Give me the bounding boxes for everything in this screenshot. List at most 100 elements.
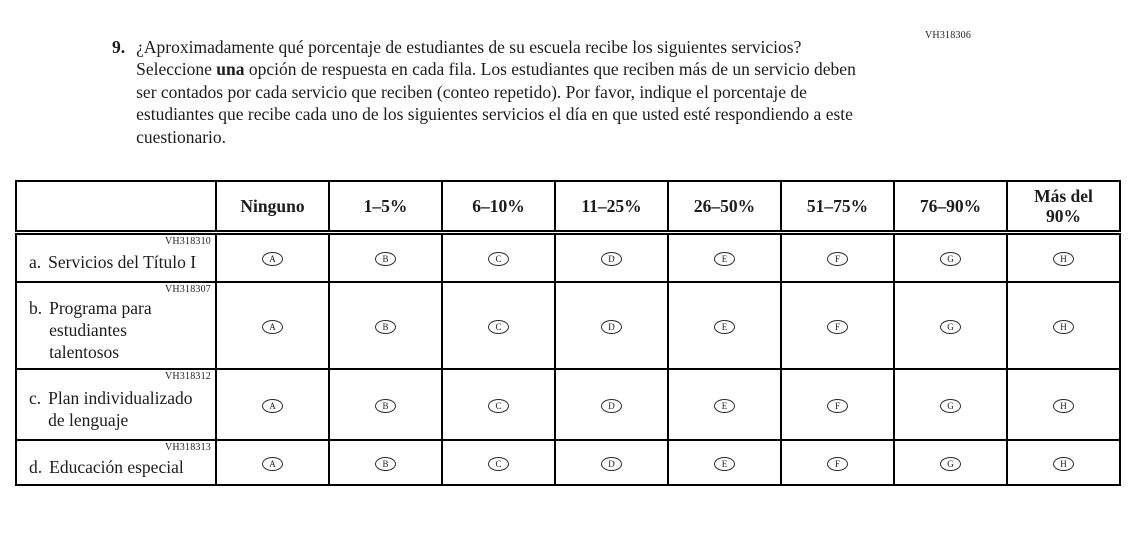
option-cell: A bbox=[215, 281, 330, 370]
option-cell: C bbox=[441, 368, 556, 441]
option-bubble-f[interactable]: F bbox=[827, 457, 848, 471]
option-cell: E bbox=[667, 231, 782, 283]
option-cell: A bbox=[215, 231, 330, 283]
row-label-cell: VH318307 b. Programa para estudiantes ta… bbox=[15, 281, 217, 370]
option-cell: B bbox=[328, 231, 443, 283]
option-bubble-e[interactable]: E bbox=[714, 399, 735, 413]
option-bubble-c[interactable]: C bbox=[488, 457, 509, 471]
row-code: VH318312 bbox=[164, 371, 211, 382]
option-bubble-f[interactable]: F bbox=[827, 399, 848, 413]
column-header-51-75: 51–75% bbox=[780, 180, 895, 235]
row-label: a. Servicios del Título I bbox=[29, 251, 209, 273]
column-header-ninguno: Ninguno bbox=[215, 180, 330, 235]
item-letter: b. bbox=[29, 297, 43, 318]
option-cell: H bbox=[1006, 231, 1121, 283]
page-code: VH318306 bbox=[925, 30, 972, 41]
header-row: Ninguno 1–5% 6–10% 11–25% 26–50% 51–75% … bbox=[15, 180, 1121, 235]
option-bubble-b[interactable]: B bbox=[375, 399, 396, 413]
option-bubble-g[interactable]: G bbox=[940, 320, 961, 334]
option-cell: G bbox=[893, 281, 1008, 370]
corner-cell bbox=[15, 180, 217, 235]
option-bubble-a[interactable]: A bbox=[262, 399, 283, 413]
table-row-b: VH318307 b. Programa para estudiantes ta… bbox=[15, 281, 1121, 370]
option-cell: C bbox=[441, 439, 556, 486]
option-cell: B bbox=[328, 368, 443, 441]
option-bubble-h[interactable]: H bbox=[1053, 320, 1074, 334]
option-bubble-d[interactable]: D bbox=[601, 320, 622, 334]
column-header-1-5: 1–5% bbox=[328, 180, 443, 235]
option-bubble-g[interactable]: G bbox=[940, 399, 961, 413]
item-letter: c. bbox=[29, 387, 42, 408]
option-bubble-c[interactable]: C bbox=[488, 320, 509, 334]
option-bubble-h[interactable]: H bbox=[1053, 457, 1074, 471]
option-bubble-g[interactable]: G bbox=[940, 252, 961, 267]
item-label: Programa para estudiantes talentosos bbox=[49, 297, 152, 362]
option-bubble-f[interactable]: F bbox=[827, 252, 848, 267]
option-bubble-d[interactable]: D bbox=[601, 457, 622, 471]
option-cell: C bbox=[441, 281, 556, 370]
option-bubble-e[interactable]: E bbox=[714, 252, 735, 267]
option-cell: B bbox=[328, 439, 443, 486]
option-cell: G bbox=[893, 439, 1008, 486]
column-header-6-10: 6–10% bbox=[441, 180, 556, 235]
option-cell: F bbox=[780, 368, 895, 441]
option-cell: A bbox=[215, 439, 330, 486]
row-label-cell: VH318313 d. Educación especial bbox=[15, 439, 217, 486]
option-bubble-a[interactable]: A bbox=[262, 457, 283, 471]
option-cell: H bbox=[1006, 368, 1121, 441]
option-bubble-b[interactable]: B bbox=[375, 320, 396, 334]
option-cell: F bbox=[780, 439, 895, 486]
table-row-d: VH318313 d. Educación especial A B C D E… bbox=[15, 439, 1121, 486]
item-letter: d. bbox=[29, 456, 43, 477]
option-bubble-f[interactable]: F bbox=[827, 320, 848, 334]
column-header-76-90: 76–90% bbox=[893, 180, 1008, 235]
row-label: b. Programa para estudiantes talentosos bbox=[29, 297, 209, 363]
option-bubble-e[interactable]: E bbox=[714, 320, 735, 334]
option-cell: F bbox=[780, 231, 895, 283]
option-bubble-b[interactable]: B bbox=[375, 457, 396, 471]
row-code: VH318313 bbox=[164, 442, 211, 453]
option-cell: F bbox=[780, 281, 895, 370]
row-label: c. Plan individualizado de lenguaje bbox=[29, 387, 209, 431]
option-cell: H bbox=[1006, 281, 1121, 370]
row-label-cell: VH318312 c. Plan individualizado de leng… bbox=[15, 368, 217, 441]
option-bubble-a[interactable]: A bbox=[262, 320, 283, 334]
item-label: Educación especial bbox=[49, 456, 184, 477]
row-label: d. Educación especial bbox=[29, 456, 209, 478]
row-code: VH318310 bbox=[164, 235, 211, 247]
option-bubble-d[interactable]: D bbox=[601, 399, 622, 413]
item-letter: a. bbox=[29, 251, 42, 272]
row-label-cell: VH318310 a. Servicios del Título I bbox=[15, 231, 217, 283]
option-bubble-h[interactable]: H bbox=[1053, 252, 1074, 267]
option-bubble-c[interactable]: C bbox=[488, 399, 509, 413]
option-cell: G bbox=[893, 368, 1008, 441]
question-text-end: opción de respuesta en cada fila. Los es… bbox=[136, 59, 856, 147]
column-header-26-50: 26–50% bbox=[667, 180, 782, 235]
option-cell: E bbox=[667, 368, 782, 441]
option-cell: D bbox=[554, 368, 669, 441]
option-cell: C bbox=[441, 231, 556, 283]
row-code: VH318307 bbox=[164, 284, 211, 295]
option-bubble-c[interactable]: C bbox=[488, 252, 509, 267]
table-row-a: VH318310 a. Servicios del Título I A B C… bbox=[15, 231, 1121, 283]
option-cell: D bbox=[554, 439, 669, 486]
item-label: Servicios del Título I bbox=[48, 251, 197, 272]
response-matrix-table: Ninguno 1–5% 6–10% 11–25% 26–50% 51–75% … bbox=[15, 180, 1121, 486]
option-bubble-g[interactable]: G bbox=[940, 457, 961, 471]
table-row-c: VH318312 c. Plan individualizado de leng… bbox=[15, 368, 1121, 441]
option-cell: E bbox=[667, 281, 782, 370]
option-bubble-h[interactable]: H bbox=[1053, 399, 1074, 413]
option-cell: D bbox=[554, 231, 669, 283]
option-bubble-d[interactable]: D bbox=[601, 252, 622, 267]
question-text-bold: una bbox=[216, 59, 245, 80]
column-header-mas-del-90: Más del 90% bbox=[1006, 180, 1121, 235]
option-cell: A bbox=[215, 368, 330, 441]
option-cell: E bbox=[667, 439, 782, 486]
column-header-11-25: 11–25% bbox=[554, 180, 669, 235]
option-cell: D bbox=[554, 281, 669, 370]
option-cell: B bbox=[328, 281, 443, 370]
option-bubble-b[interactable]: B bbox=[375, 252, 396, 267]
option-bubble-e[interactable]: E bbox=[714, 457, 735, 471]
option-bubble-a[interactable]: A bbox=[262, 252, 283, 267]
question-block: 9. ¿Aproximadamente qué porcentaje de es… bbox=[112, 36, 878, 148]
